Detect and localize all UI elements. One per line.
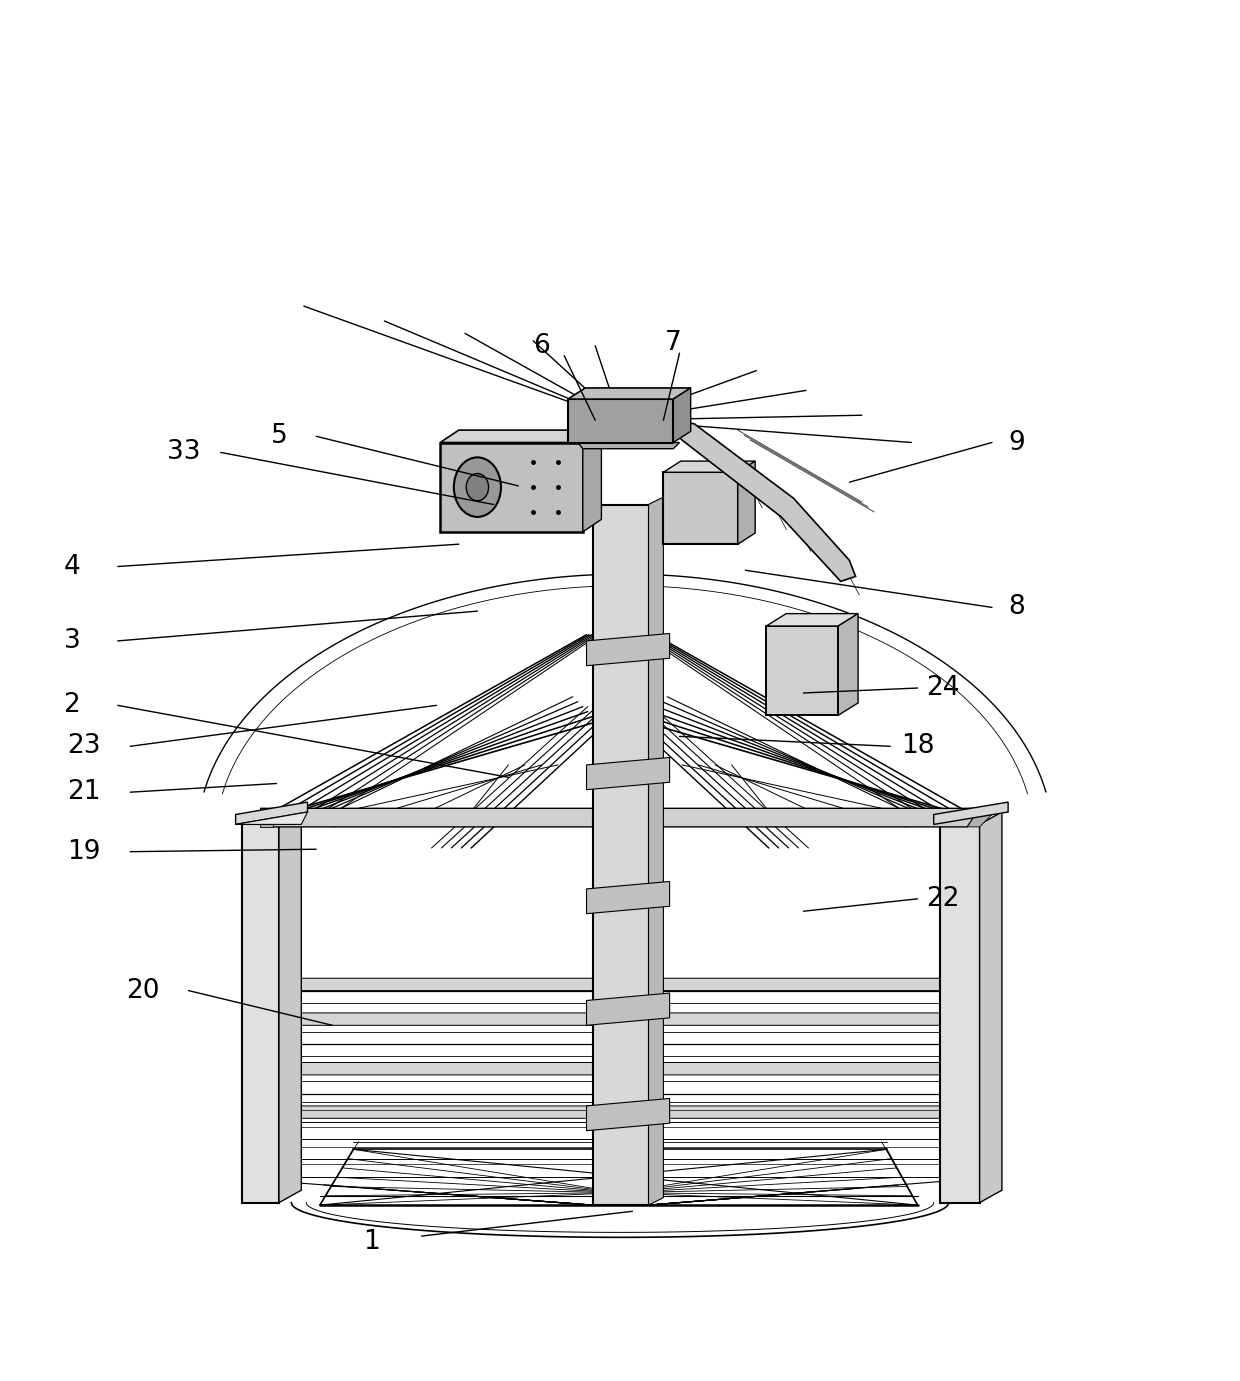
Text: 6: 6: [533, 333, 551, 359]
Polygon shape: [940, 824, 980, 1203]
Ellipse shape: [466, 474, 489, 501]
Polygon shape: [279, 1062, 962, 1074]
Text: 20: 20: [125, 978, 160, 1004]
Text: 2: 2: [63, 692, 81, 718]
Polygon shape: [279, 1106, 962, 1119]
Polygon shape: [568, 399, 673, 442]
Text: 24: 24: [925, 675, 960, 702]
Polygon shape: [242, 824, 279, 1203]
Text: 18: 18: [900, 733, 935, 760]
Polygon shape: [593, 504, 649, 1206]
Text: 8: 8: [1008, 594, 1025, 620]
Polygon shape: [663, 461, 755, 472]
Text: 7: 7: [665, 330, 682, 356]
Text: 19: 19: [67, 838, 102, 865]
Polygon shape: [440, 429, 601, 442]
Polygon shape: [587, 881, 670, 914]
Text: 23: 23: [67, 733, 102, 760]
Polygon shape: [587, 757, 670, 790]
Text: 22: 22: [925, 885, 960, 911]
Polygon shape: [236, 802, 308, 824]
Polygon shape: [672, 420, 856, 581]
Polygon shape: [587, 993, 670, 1025]
Polygon shape: [260, 808, 273, 827]
Polygon shape: [587, 634, 670, 666]
Text: 9: 9: [1008, 429, 1025, 456]
Text: 5: 5: [270, 424, 288, 449]
Polygon shape: [279, 812, 301, 1203]
Polygon shape: [934, 802, 1008, 824]
Polygon shape: [279, 978, 962, 990]
Polygon shape: [583, 429, 601, 532]
Polygon shape: [578, 442, 680, 449]
Polygon shape: [236, 812, 308, 824]
Polygon shape: [838, 613, 858, 715]
Text: 3: 3: [63, 628, 81, 653]
Polygon shape: [980, 812, 1002, 1203]
Polygon shape: [738, 461, 755, 544]
Polygon shape: [568, 388, 691, 399]
Polygon shape: [766, 626, 838, 715]
Polygon shape: [649, 497, 663, 1206]
Polygon shape: [673, 388, 691, 442]
Polygon shape: [967, 808, 992, 827]
Text: 21: 21: [67, 779, 102, 805]
Text: 1: 1: [363, 1229, 381, 1255]
Text: 4: 4: [63, 554, 81, 580]
Polygon shape: [260, 808, 980, 827]
Text: 33: 33: [166, 439, 201, 465]
Polygon shape: [279, 1012, 962, 1025]
Ellipse shape: [454, 457, 501, 516]
Polygon shape: [766, 613, 858, 626]
Polygon shape: [663, 472, 738, 544]
Polygon shape: [440, 442, 583, 532]
Polygon shape: [587, 1098, 670, 1131]
